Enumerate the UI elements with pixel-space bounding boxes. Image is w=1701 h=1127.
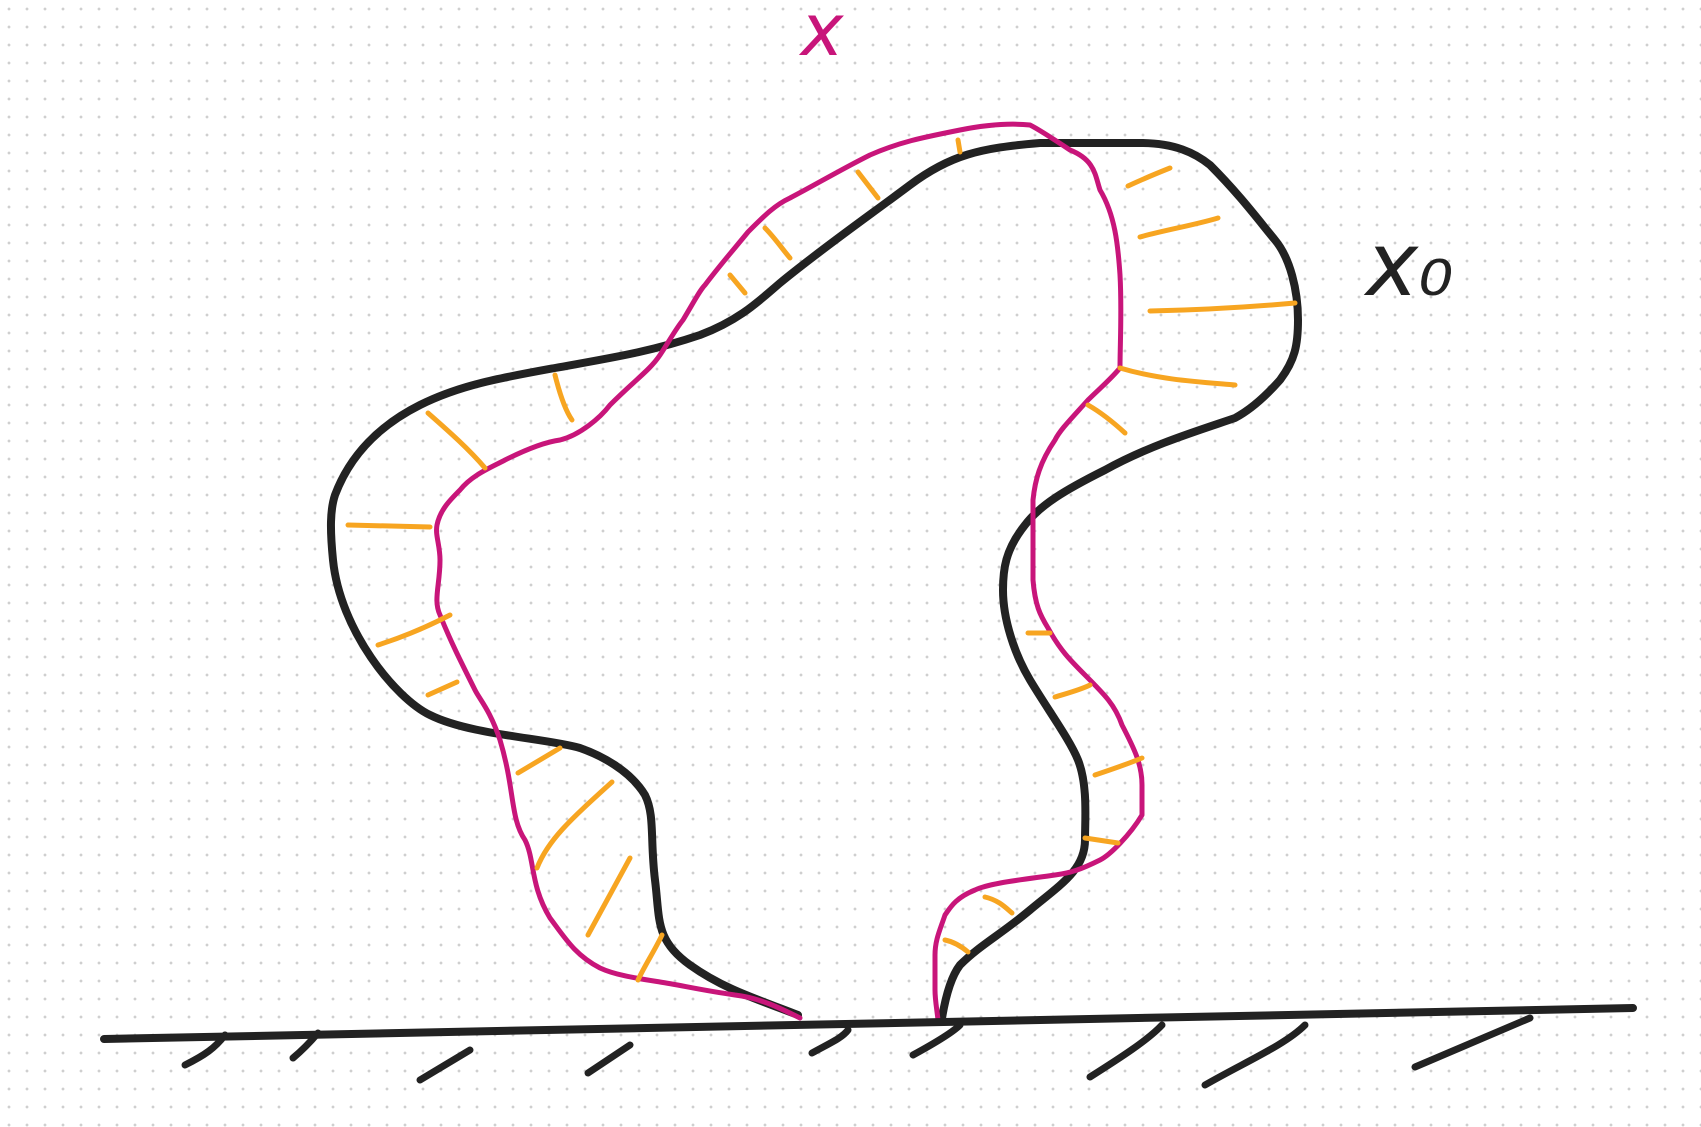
hatch-mark [416, 1046, 474, 1084]
displacement-line [942, 937, 971, 955]
displacement-line [1092, 755, 1145, 778]
reference-label: x₀ [1363, 213, 1453, 316]
displacement-line [727, 272, 748, 296]
displacement-line [1125, 165, 1173, 189]
displacement-line [1117, 365, 1238, 388]
displacement-line [345, 522, 433, 530]
displacement-line [855, 169, 881, 201]
displacement-line [982, 894, 1015, 916]
displacement-line [534, 779, 615, 871]
displacement-line [425, 410, 488, 471]
hatch-mark [181, 1031, 229, 1069]
displacement-line [1082, 835, 1121, 846]
displacement-line [635, 932, 665, 983]
hatch-mark [584, 1041, 634, 1077]
hatch-mark [909, 1021, 964, 1059]
deformed-label: x [799, 0, 845, 72]
deformed-shape-outline [434, 121, 1145, 1023]
displacement-lines [345, 137, 1298, 983]
hatch-mark [808, 1026, 852, 1057]
ground-line [100, 1004, 1637, 1043]
displacement-line [425, 679, 460, 698]
displacement-line [955, 137, 963, 155]
hatch-mark [1201, 1021, 1309, 1089]
displacement-line [375, 612, 453, 648]
displacement-line [1085, 402, 1128, 436]
displacement-line [552, 372, 575, 423]
displacement-line [515, 745, 563, 776]
hatch-mark [1086, 1021, 1166, 1081]
reference-shape-outline [326, 139, 1302, 1022]
displacement-line [1137, 215, 1221, 240]
displacement-line [585, 855, 633, 938]
hatch-mark [289, 1029, 322, 1062]
displacement-line [1052, 682, 1093, 700]
displacement-line [1147, 300, 1298, 314]
ground-hatch-icon [181, 1014, 1534, 1089]
displacement-line [762, 225, 793, 261]
hatch-mark [1411, 1014, 1534, 1071]
